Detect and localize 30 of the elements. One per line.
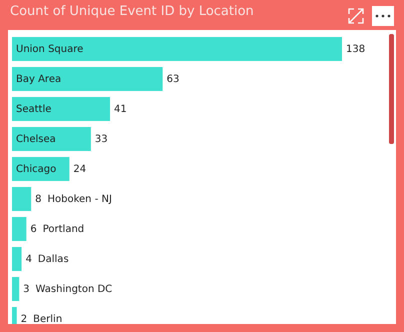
data-label: 2: [20, 314, 28, 325]
data-label: 33: [94, 134, 108, 145]
data-label: 8: [35, 194, 42, 205]
y-tick-label: Seattle: [16, 104, 52, 115]
data-label: 138: [346, 44, 366, 55]
data-label: 63: [166, 74, 180, 85]
y-tick-label: Hoboken - NJ: [47, 194, 112, 205]
y-tick-label: Portland: [42, 224, 84, 235]
bar: [12, 37, 342, 61]
bar: [12, 217, 26, 241]
bar: [12, 67, 163, 91]
y-tick-label: Berlin: [33, 314, 62, 325]
data-label: 24: [73, 164, 86, 175]
bar: [12, 127, 91, 151]
y-tick-label: Chicago: [16, 164, 56, 175]
y-tick-label: Bay Area: [16, 74, 62, 85]
data-label: 3: [23, 284, 30, 295]
y-tick-label: Chelsea: [16, 134, 56, 145]
y-tick-label: Washington DC: [36, 284, 112, 295]
data-label: 41: [114, 104, 127, 115]
chart-title: Count of Unique Event ID by Location: [10, 4, 254, 19]
bar: [12, 97, 110, 121]
y-tick-label: Dallas: [38, 254, 69, 265]
bar: [12, 247, 22, 271]
y-tick-label: Union Square: [16, 44, 84, 55]
bar: [12, 187, 32, 211]
bar: [12, 157, 70, 181]
bar: [12, 277, 20, 301]
data-label: 6: [30, 224, 37, 235]
data-label: 4: [26, 254, 32, 265]
